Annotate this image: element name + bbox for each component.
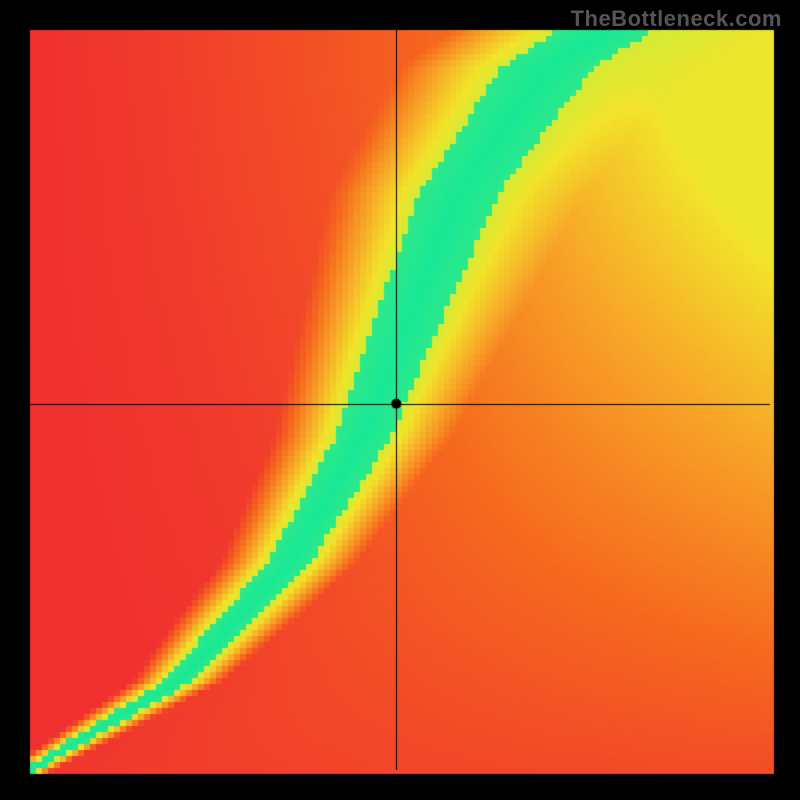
watermark-text: TheBottleneck.com (571, 6, 782, 32)
heatmap-canvas (0, 0, 800, 800)
chart-container: TheBottleneck.com (0, 0, 800, 800)
